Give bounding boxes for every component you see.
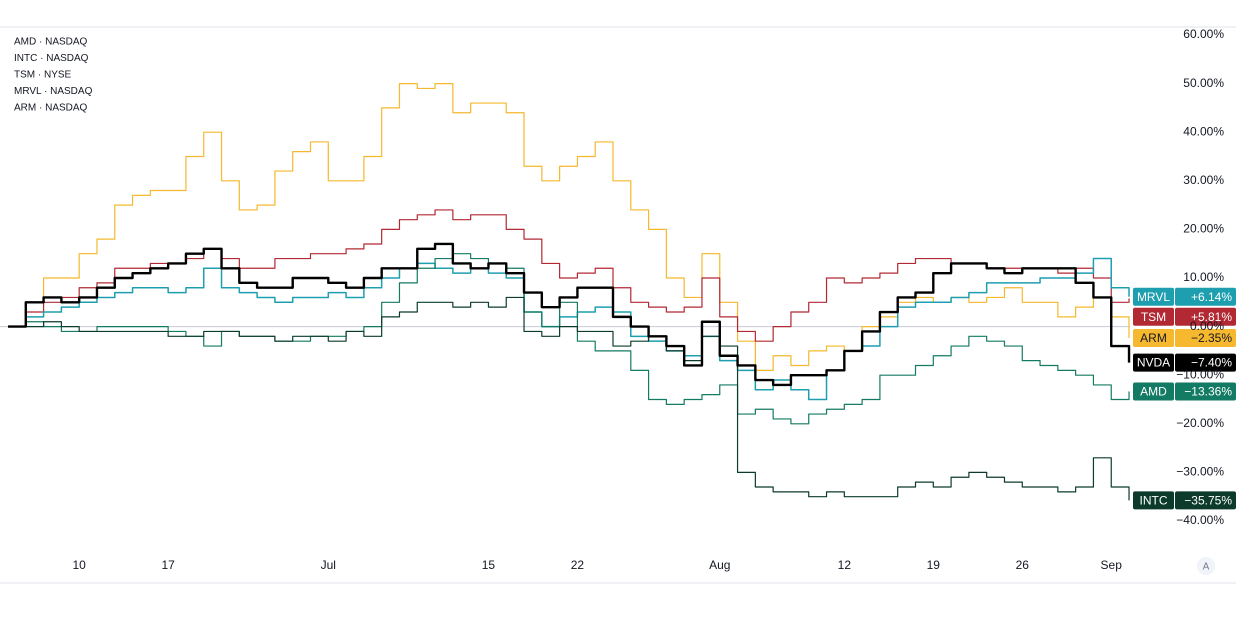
legend-entry: INTC · NASDAQ bbox=[14, 53, 89, 64]
end-label-name-bg bbox=[1133, 307, 1174, 326]
y-tick-label: 30.00% bbox=[1183, 173, 1224, 187]
y-tick-label: −20.00% bbox=[1176, 416, 1224, 430]
end-label-value-bg bbox=[1175, 329, 1236, 348]
end-labels: MRVL +6.14% TSM +5.81% ARM −2.35% NVDA −7.40% AM… bbox=[1133, 287, 1236, 510]
end-label-value: −13.36% bbox=[1184, 385, 1232, 399]
end-label-value-bg bbox=[1175, 307, 1236, 326]
end-label-value: −7.40% bbox=[1191, 356, 1232, 370]
x-tick-label: 22 bbox=[571, 558, 585, 572]
legend-entry: AMD · NASDAQ bbox=[14, 37, 88, 48]
y-tick-label: −30.00% bbox=[1176, 465, 1224, 479]
y-tick-label: −40.00% bbox=[1176, 513, 1224, 527]
y-tick-label: 20.00% bbox=[1183, 222, 1224, 236]
y-tick-label: 50.00% bbox=[1183, 76, 1224, 90]
end-label-value: +5.81% bbox=[1191, 310, 1232, 324]
legend-entry: TSM · NYSE bbox=[14, 70, 72, 81]
end-label-name: NVDA bbox=[1137, 356, 1170, 370]
series-line bbox=[8, 242, 1131, 387]
legend-entry: MRVL · NASDAQ bbox=[14, 86, 93, 97]
legend: AMD · NASDAQ INTC · NASDAQ TSM · NYSE MRVL … bbox=[14, 37, 93, 114]
end-label-value: −35.75% bbox=[1184, 494, 1232, 508]
end-label-value-bg bbox=[1175, 287, 1236, 306]
y-tick-label: 40.00% bbox=[1183, 124, 1224, 138]
series-line bbox=[8, 83, 1130, 371]
end-label-value-bg bbox=[1175, 491, 1236, 510]
x-tick-label: 10 bbox=[72, 558, 86, 572]
end-label-name-bg bbox=[1133, 287, 1174, 306]
x-tick-label: 19 bbox=[927, 558, 941, 572]
x-tick-label: Aug bbox=[709, 558, 730, 572]
end-label-name: AMD bbox=[1140, 385, 1167, 399]
end-label-name-bg bbox=[1133, 353, 1174, 372]
y-tick-label: 0.00% bbox=[1190, 319, 1224, 333]
legend-entry: ARM · NASDAQ bbox=[14, 103, 88, 114]
series-line bbox=[8, 209, 1130, 342]
auto-button-bg[interactable] bbox=[1197, 557, 1215, 575]
x-tick-label: Jul bbox=[321, 558, 336, 572]
end-label-value: +6.14% bbox=[1191, 290, 1232, 304]
end-label-name: ARM bbox=[1140, 331, 1167, 345]
y-tick-label: 10.00% bbox=[1183, 270, 1224, 284]
x-tick-label: 15 bbox=[482, 558, 496, 572]
x-tick-label: Sep bbox=[1101, 558, 1123, 572]
end-label-name: TSM bbox=[1141, 310, 1166, 324]
series-line bbox=[8, 296, 1130, 501]
series-line bbox=[8, 253, 1130, 425]
x-tick-label: 26 bbox=[1016, 558, 1030, 572]
series-line bbox=[8, 257, 1130, 401]
end-label-value-bg bbox=[1175, 353, 1236, 372]
end-label-name: INTC bbox=[1140, 494, 1168, 508]
end-label-name-bg bbox=[1133, 329, 1174, 348]
x-tick-label: 17 bbox=[161, 558, 175, 572]
end-label-name: MRVL bbox=[1137, 290, 1170, 304]
auto-button[interactable]: A bbox=[1203, 562, 1210, 573]
end-label-value: −2.35% bbox=[1191, 331, 1232, 345]
end-label-name-bg bbox=[1133, 491, 1174, 510]
y-tick-label: 60.00% bbox=[1183, 27, 1224, 41]
x-tick-label: 12 bbox=[838, 558, 852, 572]
plot bbox=[0, 83, 1131, 501]
end-label-value-bg bbox=[1175, 382, 1236, 401]
end-label-name-bg bbox=[1133, 382, 1174, 401]
y-tick-label: −10.00% bbox=[1176, 367, 1224, 381]
